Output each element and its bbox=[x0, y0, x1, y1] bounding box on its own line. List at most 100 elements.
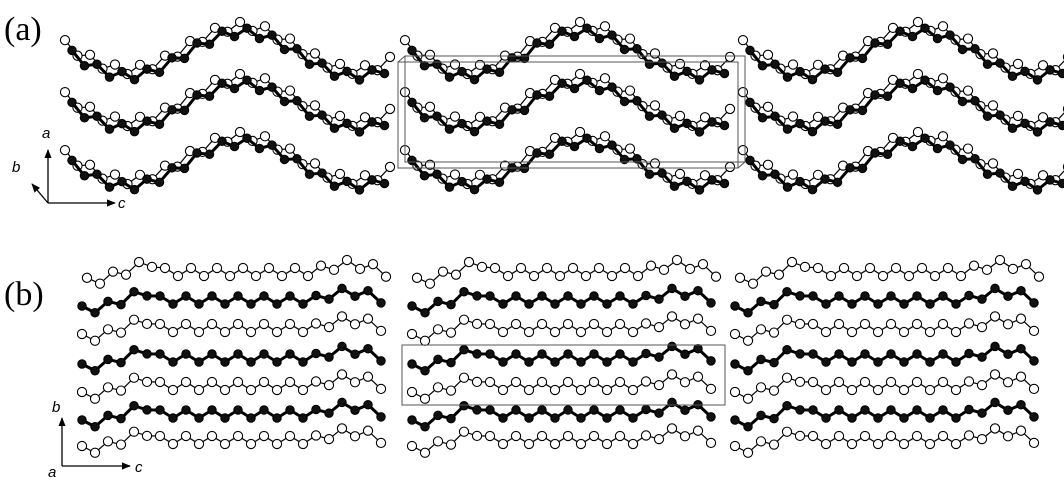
atom bbox=[787, 257, 796, 266]
atom bbox=[675, 169, 684, 178]
atom bbox=[1013, 169, 1022, 178]
atom bbox=[103, 383, 112, 392]
atom bbox=[495, 68, 503, 76]
atom bbox=[683, 67, 691, 75]
atom bbox=[129, 373, 138, 382]
atom bbox=[273, 414, 281, 422]
atom bbox=[155, 68, 163, 76]
atom bbox=[763, 102, 772, 111]
atom bbox=[299, 358, 307, 366]
bond bbox=[412, 428, 711, 452]
atom bbox=[865, 263, 874, 272]
atom bbox=[735, 273, 744, 282]
atom bbox=[926, 300, 934, 308]
atom bbox=[589, 377, 598, 386]
atom bbox=[708, 118, 716, 126]
atom bbox=[600, 132, 609, 141]
atom bbox=[80, 172, 88, 180]
atom bbox=[485, 377, 494, 386]
atom bbox=[883, 92, 891, 100]
atom bbox=[272, 327, 281, 336]
atom bbox=[143, 292, 151, 300]
atom bbox=[808, 185, 816, 193]
atom bbox=[963, 144, 972, 153]
atom bbox=[1017, 400, 1025, 408]
atom bbox=[68, 46, 76, 54]
atom bbox=[964, 377, 973, 386]
bond bbox=[82, 288, 381, 312]
atom bbox=[964, 319, 973, 328]
atom bbox=[683, 177, 691, 185]
atom bbox=[511, 319, 520, 328]
atom bbox=[272, 439, 281, 448]
atom bbox=[782, 427, 791, 436]
atom bbox=[693, 372, 702, 381]
atom bbox=[545, 40, 553, 48]
atom bbox=[641, 431, 650, 440]
atom bbox=[485, 431, 494, 440]
atom bbox=[280, 97, 288, 105]
atom bbox=[563, 319, 572, 328]
atom bbox=[459, 427, 468, 436]
atom bbox=[91, 423, 99, 431]
atom bbox=[280, 45, 288, 53]
atom bbox=[821, 327, 830, 336]
atom bbox=[235, 17, 244, 26]
atom bbox=[874, 414, 882, 422]
atom bbox=[946, 83, 954, 91]
atom bbox=[433, 112, 441, 120]
atom bbox=[706, 438, 715, 447]
atom bbox=[364, 286, 372, 294]
atom bbox=[408, 416, 416, 424]
bond bbox=[82, 346, 381, 370]
atom bbox=[595, 144, 603, 152]
atom bbox=[338, 398, 346, 406]
atom bbox=[156, 292, 164, 300]
atom bbox=[134, 257, 143, 266]
atom bbox=[848, 300, 856, 308]
atom bbox=[821, 65, 829, 73]
atom bbox=[990, 312, 999, 321]
atom bbox=[746, 46, 754, 54]
atom bbox=[939, 350, 947, 358]
atom bbox=[400, 36, 409, 45]
atom bbox=[770, 300, 778, 308]
atom bbox=[447, 358, 455, 366]
atom bbox=[470, 185, 478, 193]
atom bbox=[255, 86, 263, 94]
atom bbox=[756, 383, 765, 392]
atom bbox=[130, 288, 138, 296]
atom bbox=[434, 355, 442, 363]
atom bbox=[698, 260, 707, 269]
atom bbox=[589, 319, 598, 328]
atom bbox=[946, 31, 954, 39]
atom bbox=[899, 327, 908, 336]
atom bbox=[576, 385, 585, 394]
atom bbox=[990, 424, 999, 433]
atom bbox=[913, 69, 922, 78]
atom bbox=[668, 342, 676, 350]
atom bbox=[958, 45, 966, 53]
atom bbox=[195, 414, 203, 422]
atom bbox=[758, 62, 766, 70]
atom bbox=[821, 385, 830, 394]
atom bbox=[337, 424, 346, 433]
atom bbox=[235, 127, 244, 136]
atom bbox=[921, 134, 929, 142]
atom bbox=[116, 440, 125, 449]
atom bbox=[498, 385, 507, 394]
atom bbox=[445, 183, 453, 191]
atom bbox=[376, 384, 385, 393]
atom bbox=[978, 353, 986, 361]
atom bbox=[873, 439, 882, 448]
atom bbox=[908, 84, 916, 92]
atom bbox=[243, 76, 251, 84]
atom bbox=[325, 353, 333, 361]
atom bbox=[744, 367, 752, 375]
atom bbox=[193, 39, 201, 47]
atom bbox=[757, 297, 765, 305]
atom bbox=[68, 98, 76, 106]
atom bbox=[1029, 438, 1038, 447]
atom bbox=[77, 387, 86, 396]
atom bbox=[570, 32, 578, 40]
